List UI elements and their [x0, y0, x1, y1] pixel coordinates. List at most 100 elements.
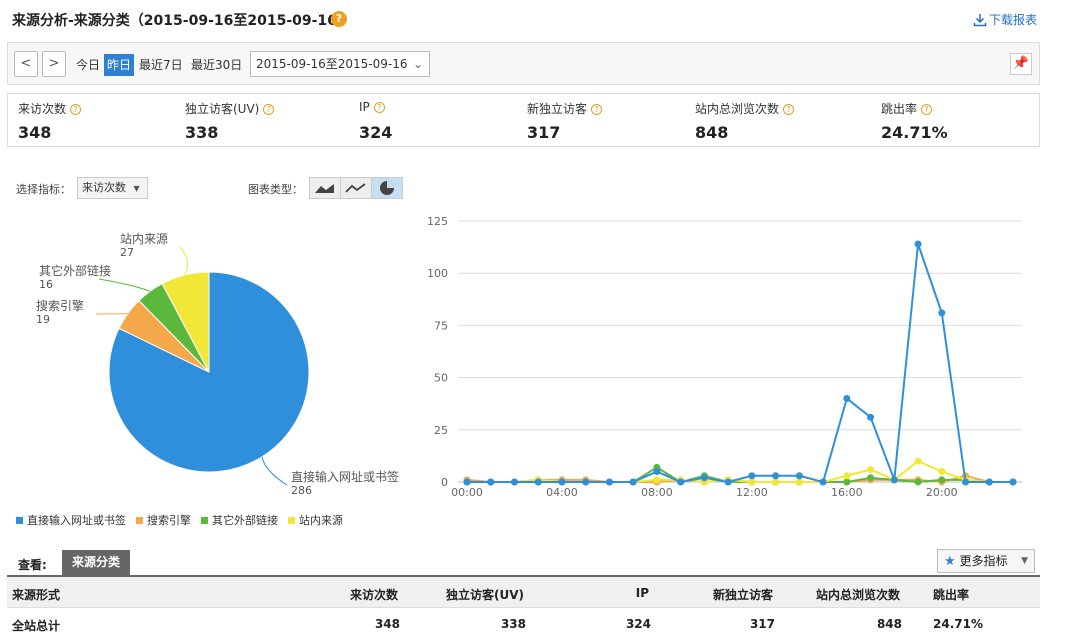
help-icon[interactable]: ?	[263, 104, 275, 115]
data-point[interactable]	[985, 478, 993, 486]
table-header: 来源形式 来访次数 独立访客(UV) IP 新独立访客 站内总浏览次数 跳出率	[7, 575, 1040, 608]
data-point[interactable]	[795, 472, 803, 480]
col-ip[interactable]: IP	[635, 586, 649, 600]
date-range-value: 2015-09-16至2015-09-16	[256, 57, 408, 71]
line-chart-icon	[345, 183, 366, 193]
area-chart-icon	[315, 184, 334, 193]
legend-item-search[interactable]: 搜索引擎	[136, 512, 191, 528]
prev-button[interactable]: <	[14, 51, 38, 77]
more-metrics-button[interactable]: ★ 更多指标 ▼	[937, 549, 1035, 573]
pie-slice[interactable]	[161, 271, 210, 373]
data-point[interactable]	[534, 478, 542, 486]
page-title: 来源分析-来源分类（2015-09-16至2015-09-16）	[12, 13, 351, 29]
help-icon[interactable]: ?	[591, 104, 603, 115]
download-report-button[interactable]: 下载报表	[973, 11, 1037, 28]
table-row: 全站总计 348 338 324 317 848 24.71%	[7, 608, 1040, 638]
data-point[interactable]	[867, 413, 875, 421]
metric-select-value: 来访次数	[82, 181, 126, 194]
data-point[interactable]	[510, 478, 518, 486]
help-icon[interactable]: ?	[70, 104, 82, 115]
series-line	[467, 243, 1013, 484]
chevron-down-icon: ⌄	[412, 57, 423, 71]
data-point[interactable]	[463, 478, 471, 486]
x-tick-label: 00:00	[451, 486, 483, 499]
col-new-uv[interactable]: 新独立访客	[712, 588, 773, 602]
data-point[interactable]	[843, 394, 851, 402]
data-point[interactable]	[938, 476, 946, 484]
range-today[interactable]: 今日	[76, 58, 101, 72]
pie-chart-button[interactable]	[371, 177, 403, 199]
next-button[interactable]: >	[42, 51, 66, 77]
data-point[interactable]	[867, 474, 875, 482]
area-chart-button[interactable]	[309, 177, 341, 199]
help-icon[interactable]: ?	[921, 104, 933, 115]
data-point[interactable]	[795, 478, 803, 486]
x-tick-label: 16:00	[831, 486, 863, 499]
data-point[interactable]	[582, 478, 590, 486]
legend-label: 站内来源	[299, 514, 343, 527]
y-tick-label: 25	[434, 424, 448, 437]
col-visits[interactable]: 来访次数	[349, 588, 398, 602]
legend-label: 搜索引擎	[147, 514, 191, 527]
data-point[interactable]	[772, 478, 780, 486]
data-point[interactable]	[1009, 478, 1017, 486]
legend-item-external[interactable]: 其它外部链接	[201, 512, 278, 528]
legend-item-internal[interactable]: 站内来源	[288, 512, 343, 528]
cell-ip: 324	[625, 617, 651, 631]
data-point[interactable]	[605, 478, 613, 486]
help-icon[interactable]: ?	[783, 104, 795, 115]
data-point[interactable]	[914, 478, 922, 486]
data-point[interactable]	[819, 478, 827, 486]
help-icon[interactable]: ?	[373, 102, 385, 113]
data-point[interactable]	[653, 468, 661, 476]
data-point[interactable]	[653, 476, 661, 484]
data-point[interactable]	[843, 478, 851, 486]
data-point[interactable]	[558, 478, 566, 486]
metric-label: 独立访客(UV)	[185, 102, 260, 116]
legend-swatch	[136, 516, 143, 524]
data-point[interactable]	[938, 468, 946, 476]
range-yesterday[interactable]: 昨日	[104, 54, 135, 76]
data-point[interactable]	[914, 457, 922, 465]
data-point[interactable]	[748, 478, 756, 486]
data-point[interactable]	[629, 478, 637, 486]
metric-label: 来访次数	[18, 102, 67, 116]
range-7days[interactable]: 最近7日	[139, 58, 183, 72]
legend-swatch	[288, 516, 295, 524]
data-point[interactable]	[843, 472, 851, 480]
date-range-select[interactable]: 2015-09-16至2015-09-16 ⌄	[250, 51, 430, 77]
pie-label-name: 站内来源	[120, 232, 168, 246]
col-pageviews[interactable]: 站内总浏览次数	[815, 588, 900, 602]
data-point[interactable]	[867, 465, 875, 473]
data-point[interactable]	[700, 474, 708, 482]
metric-value: 24.71%	[881, 123, 948, 142]
data-point[interactable]	[748, 472, 756, 480]
data-point[interactable]	[724, 478, 732, 486]
range-30days[interactable]: 最近30日	[191, 58, 243, 72]
help-icon[interactable]: ?	[331, 11, 347, 27]
legend-swatch	[201, 516, 208, 524]
pin-icon[interactable]: 📌	[1010, 53, 1032, 75]
data-point[interactable]	[938, 309, 946, 317]
data-point[interactable]	[962, 478, 970, 486]
data-point[interactable]	[772, 472, 780, 480]
data-point[interactable]	[890, 476, 898, 484]
caret-down-icon: ▼	[1021, 556, 1028, 566]
metric-value: 338	[185, 123, 219, 142]
col-uv[interactable]: 独立访客(UV)	[445, 588, 524, 602]
line-chart-button[interactable]	[340, 177, 372, 199]
pie-label-name: 搜索引擎	[36, 298, 84, 313]
tab-source-category[interactable]: 来源分类	[62, 550, 130, 575]
y-tick-label: 125	[427, 215, 448, 228]
data-point[interactable]	[487, 478, 495, 486]
metric-select[interactable]: 来访次数 ▼	[77, 177, 148, 199]
col-bounce-rate[interactable]: 跳出率	[933, 588, 970, 602]
legend-item-direct[interactable]: 直接输入网址或书签	[16, 512, 126, 528]
pie-label-name: 直接输入网址或书签	[291, 469, 399, 484]
data-point[interactable]	[677, 478, 685, 486]
view-label: 查看:	[18, 558, 47, 572]
data-point[interactable]	[914, 240, 922, 248]
download-icon	[973, 13, 987, 26]
col-source[interactable]: 来源形式	[12, 588, 61, 602]
